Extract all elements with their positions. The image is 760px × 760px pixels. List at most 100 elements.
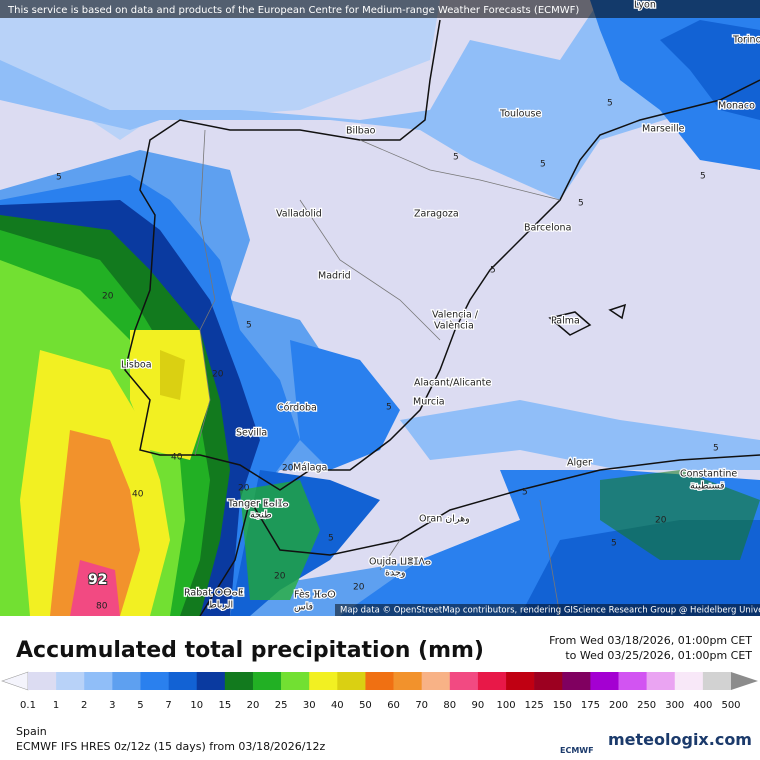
legend-label: 3 [109,700,115,711]
legend-swatch [196,672,226,690]
legend-swatch [674,672,704,690]
contour-label: 5 [611,539,617,549]
city-label: طنجة [250,510,272,521]
contour-label: 5 [328,534,334,544]
period-from: From Wed 03/18/2026, 01:00pm CET [549,634,752,647]
attribution-bar [335,604,760,616]
city-label: فاس [294,602,313,613]
legend-label: 150 [553,700,572,711]
legend-swatch [646,672,676,690]
city-label: Alacant/Alicante [414,378,492,389]
legend-label: 7 [165,700,171,711]
city-labels: Lyon Torino Monaco Toulouse Marseille Bi… [120,0,760,614]
footer: Accumulated total precipitation (mm) Fro… [0,616,760,760]
legend-swatch [224,672,254,690]
legend-label: 5 [137,700,143,711]
legend-swatch [337,672,366,690]
contour-label: 20 [238,484,250,494]
legend-label: 50 [359,700,372,711]
city-label: Oran وهران [419,514,470,525]
contour-label: 20 [274,572,286,582]
legend-swatch [506,672,535,690]
contour-label: 5 [453,153,459,163]
city-label: Rabat ⵔⴱⴰⵟ [184,588,244,599]
city-label: Madrid [318,271,351,282]
city-label: Zaragoza [414,209,459,220]
contour-label: 5 [386,403,392,413]
city-label: Málaga [293,463,327,474]
legend-swatch [281,672,310,690]
legend-label: 175 [581,700,600,711]
legend-swatch [84,672,113,690]
ecmwf-logo: ECMWF [560,746,594,755]
legend-label: 90 [472,700,485,711]
legend-swatch [702,672,732,690]
model-info: ECMWF IFS HRES 0z/12z (15 days) from 03/… [16,740,326,753]
contour-label: 20 [655,516,667,526]
legend-swatch [590,672,619,690]
header-attribution: This service is based on data and produc… [7,5,579,16]
legend-swatch [421,672,451,690]
legend-swatch [449,672,479,690]
city-label: Córdoba [277,403,317,414]
contour-label: 5 [607,99,613,109]
contour-label: 5 [700,172,706,182]
region: Spain [16,725,47,738]
city-label: Bilbao [346,126,376,137]
contour-label: 40 [171,453,183,463]
brand: meteologix.com [608,730,752,749]
legend-label: 100 [496,700,515,711]
city-label: Palma [551,316,580,327]
legend-swatch [56,672,85,690]
city-label: Oujda ⵡⴻⵊⴷⴰ [369,557,431,568]
city-label: Barcelona [524,223,571,234]
contour-label: 5 [490,266,496,276]
legend-label: 20 [247,700,260,711]
legend-swatch [393,672,422,690]
legend-label: 60 [387,700,400,711]
borders [194,129,561,616]
city-label: Lisboa [121,360,152,371]
city-label: Valencia / [432,310,479,321]
city-label: Toulouse [499,109,541,120]
legend-label: 1 [53,700,59,711]
legend-low-arrow [1,671,29,691]
city-label: Monaco [718,101,755,112]
legend-label: 2 [81,700,87,711]
city-label: Fès ⴼⴰⵙ [294,590,336,601]
city-label: Constantine [680,469,737,480]
contour-label: 40 [132,490,144,500]
legend-swatch [534,672,563,690]
city-label: Torino [732,35,760,46]
city-label: وجدة [385,568,405,579]
city-label: الرباط [208,600,233,611]
contour-label: 5 [540,160,546,170]
contour-label: 20 [353,583,365,593]
legend-label: 80 [443,700,456,711]
city-label: Murcia [413,397,445,408]
contour-label: 80 [96,602,108,612]
legend-swatch [562,672,591,690]
contour-labels: 5 5 5 5 5 5 5 5 5 5 5 5 5 20 20 20 20 40… [56,99,719,612]
legend-swatch [140,672,169,690]
city-label: Sevilla [236,428,267,439]
city-label: Alger [567,458,592,469]
coastline [124,19,760,616]
period-to: to Wed 03/25/2026, 01:00pm CET [565,649,752,662]
legend-label: 15 [218,700,231,711]
legend-label: 40 [331,700,344,711]
city-label: Marseille [642,124,685,135]
title: Accumulated total precipitation (mm) [16,638,484,663]
city-label: Lyon [634,0,656,11]
legend-swatch [28,672,57,690]
map: This service is based on data and produc… [0,0,760,616]
city-label: València [434,321,474,332]
legend-label: 400 [693,700,712,711]
legend-label: 300 [665,700,684,711]
max-value-label: 92 [88,572,107,588]
legend-swatch [309,672,338,690]
contour-label: 5 [522,488,528,498]
contour-label: 20 [282,464,294,474]
precipitation-field [0,0,760,616]
